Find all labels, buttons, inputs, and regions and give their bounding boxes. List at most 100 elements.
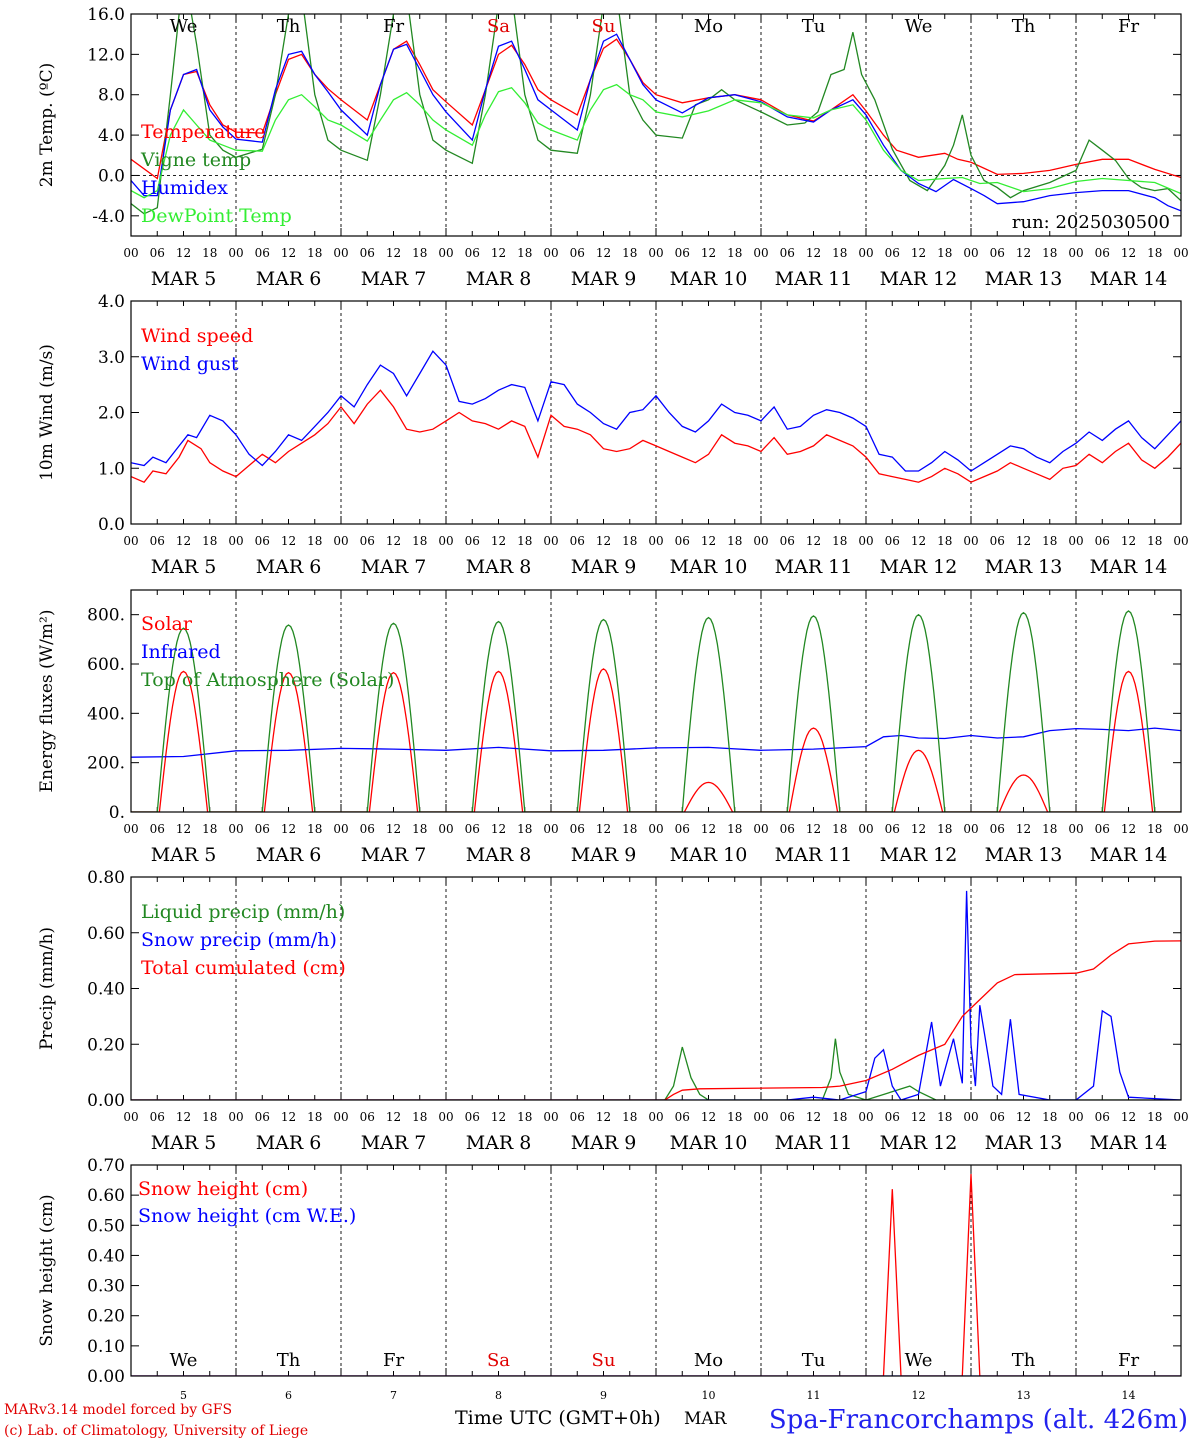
hour-tick-label: 12 <box>1016 246 1031 260</box>
hour-tick-label: 18 <box>307 246 322 260</box>
series-top-of-atmosphere-solar <box>131 610 1181 812</box>
hour-tick-label: 12 <box>701 534 716 548</box>
hour-tick-label: 00 <box>123 534 138 548</box>
date-label: MAR 13 <box>985 844 1063 866</box>
hour-tick-label: 18 <box>727 1110 742 1124</box>
date-label: MAR 14 <box>1090 1132 1168 1154</box>
date-label: MAR 10 <box>670 1132 748 1154</box>
hour-tick-label: 18 <box>1042 246 1057 260</box>
hour-tick-label: 18 <box>412 246 427 260</box>
hour-tick-label: 18 <box>937 534 952 548</box>
y-tick-label: 0.10 <box>87 1337 125 1357</box>
day-number-label: 7 <box>390 1389 397 1402</box>
date-label: MAR 12 <box>880 556 958 578</box>
hour-tick-label: 18 <box>412 1110 427 1124</box>
y-tick-label: 600. <box>87 655 125 675</box>
weekday-label: Sa <box>487 16 510 37</box>
hour-tick-label: 12 <box>596 822 611 836</box>
y-tick-label: 0.00 <box>87 1091 125 1111</box>
x-axis-label: Time UTC (GMT+0h) <box>455 1407 661 1429</box>
hour-tick-label: 12 <box>1016 1110 1031 1124</box>
hour-tick-label: 18 <box>202 534 217 548</box>
hour-tick-label: 00 <box>333 822 348 836</box>
hour-tick-label: 18 <box>202 822 217 836</box>
hour-tick-label: 06 <box>570 1110 585 1124</box>
hour-tick-label: 00 <box>1173 246 1188 260</box>
hour-tick-label: 12 <box>386 822 401 836</box>
date-label: MAR 9 <box>571 844 637 866</box>
date-label: MAR 14 <box>1090 556 1168 578</box>
hour-tick-label: 00 <box>228 822 243 836</box>
hour-tick-label: 06 <box>465 534 480 548</box>
date-label: MAR 10 <box>670 268 748 290</box>
hour-tick-label: 18 <box>622 246 637 260</box>
hour-tick-label: 00 <box>1173 534 1188 548</box>
hour-tick-label: 00 <box>333 246 348 260</box>
series-temperature <box>131 38 1181 180</box>
hour-tick-label: 00 <box>648 534 663 548</box>
hour-tick-label: 12 <box>1121 1110 1136 1124</box>
date-label: MAR 12 <box>880 268 958 290</box>
series-snow-precip-mm-h <box>131 890 1181 1100</box>
hour-tick-label: 12 <box>1016 822 1031 836</box>
day-number-label: 13 <box>1017 1389 1031 1402</box>
hour-tick-label: 00 <box>1173 822 1188 836</box>
hour-tick-label: 12 <box>701 822 716 836</box>
weekday-label: Tu <box>802 1350 826 1371</box>
hour-tick-label: 12 <box>806 534 821 548</box>
hour-tick-label: 06 <box>990 246 1005 260</box>
legend-4: DewPoint Temp <box>141 205 292 227</box>
series-group <box>131 890 1181 1100</box>
hour-tick-label: 12 <box>386 246 401 260</box>
hour-tick-label: 12 <box>911 534 926 548</box>
hour-tick-label: 18 <box>832 246 847 260</box>
weekday-label: Th <box>277 1350 301 1371</box>
legend-2: Wind gust <box>141 353 239 375</box>
hour-tick-label: 12 <box>911 822 926 836</box>
weekday-label: Tu <box>802 16 826 37</box>
hour-tick-label: 18 <box>1147 534 1162 548</box>
date-label: MAR 7 <box>361 844 427 866</box>
hour-tick-label: 00 <box>438 246 453 260</box>
date-label: MAR 6 <box>256 268 322 290</box>
y-tick-label: 400. <box>87 704 125 724</box>
day-number-label: 8 <box>495 1389 502 1402</box>
plot-frame <box>130 589 1182 813</box>
hour-tick-label: 06 <box>675 822 690 836</box>
hour-tick-label: 06 <box>1095 1110 1110 1124</box>
hour-tick-label: 06 <box>885 822 900 836</box>
hour-tick-label: 00 <box>543 246 558 260</box>
hour-tick-label: 06 <box>675 534 690 548</box>
legend-2: Vigne temp <box>140 149 251 171</box>
legend-2: Snow height (cm W.E.) <box>138 1205 356 1227</box>
weekday-label: Mo <box>694 16 723 37</box>
y-tick-label: 200. <box>87 754 125 774</box>
hour-tick-label: 00 <box>123 1110 138 1124</box>
hour-tick-label: 18 <box>1147 1110 1162 1124</box>
series-solar <box>131 668 1181 812</box>
hour-tick-label: 00 <box>963 246 978 260</box>
day-number-label: 14 <box>1122 1389 1136 1402</box>
date-label: MAR 6 <box>256 1132 322 1154</box>
hour-tick-label: 18 <box>727 246 742 260</box>
hour-tick-label: 06 <box>885 534 900 548</box>
hour-tick-label: 00 <box>438 534 453 548</box>
hour-tick-label: 00 <box>648 246 663 260</box>
hour-tick-label: 12 <box>491 1110 506 1124</box>
hour-tick-label: 18 <box>1042 1110 1057 1124</box>
hour-tick-label: 00 <box>858 822 873 836</box>
hour-tick-label: 12 <box>281 534 296 548</box>
bottom-month-label: MAR <box>684 1409 728 1429</box>
y-tick-label: 0.70 <box>87 1156 125 1176</box>
y-tick-label: 12.0 <box>87 45 125 65</box>
day-number-label: 12 <box>912 1389 926 1402</box>
hour-tick-label: 12 <box>701 246 716 260</box>
y-tick-label: 3.0 <box>98 348 125 368</box>
hour-tick-label: 18 <box>517 822 532 836</box>
date-label: MAR 8 <box>466 556 532 578</box>
date-label: MAR 10 <box>670 556 748 578</box>
hour-tick-label: 00 <box>858 1110 873 1124</box>
hour-tick-label: 00 <box>228 246 243 260</box>
hour-tick-label: 06 <box>465 822 480 836</box>
hour-tick-label: 00 <box>1068 1110 1083 1124</box>
